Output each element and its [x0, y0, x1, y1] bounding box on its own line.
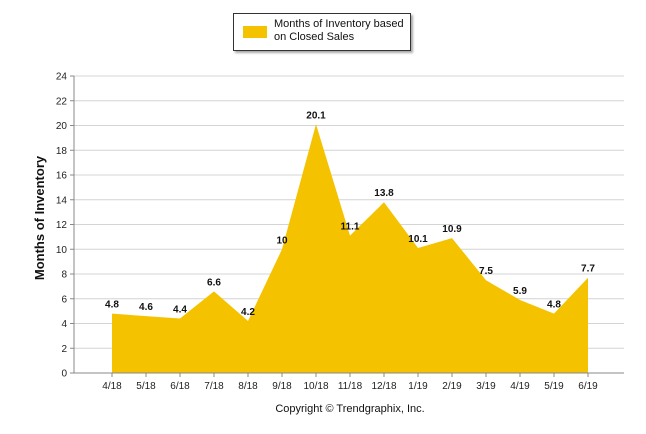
- data-label: 5.9: [513, 286, 527, 297]
- legend: Months of Inventory based on Closed Sale…: [233, 13, 411, 51]
- data-label: 4.8: [547, 300, 561, 311]
- data-labels: 4.8 4.6 4.4 6.6 4.2 10 20.1 11.1 13.8 10.1 10.9 7.5…: [105, 110, 595, 318]
- area-series: [112, 124, 588, 373]
- data-label: 13.8: [374, 188, 394, 199]
- y-tick-label: 20: [56, 121, 68, 132]
- y-tick-label: 12: [56, 220, 68, 231]
- data-label: 20.1: [306, 110, 326, 121]
- data-label: 4.8: [105, 300, 119, 311]
- x-tick-label: 6/18: [170, 381, 190, 392]
- y-tick-label: 0: [61, 369, 67, 380]
- y-tick-label: 6: [61, 294, 67, 305]
- y-tick-label: 14: [56, 195, 68, 206]
- x-tick-label: 11/18: [338, 381, 363, 392]
- data-label: 4.6: [139, 302, 153, 313]
- y-axis-label: Months of Inventory: [32, 155, 47, 280]
- x-tick-label: 4/18: [102, 381, 122, 392]
- x-tick-labels: 4/18 5/18 6/18 7/18 8/18 9/18 10/18 11/18 12/18 1…: [102, 381, 598, 392]
- x-tick-label: 9/18: [272, 381, 292, 392]
- x-tick-label: 7/18: [204, 381, 224, 392]
- data-label: 4.2: [241, 307, 255, 318]
- legend-swatch: [243, 26, 267, 38]
- data-label: 10: [276, 235, 288, 246]
- x-tick-label: 4/19: [510, 381, 530, 392]
- axes: [73, 76, 624, 377]
- y-tick-label: 4: [61, 319, 67, 330]
- y-tick-label: 2: [61, 344, 67, 355]
- data-label: 10.1: [408, 234, 428, 245]
- y-tick-label: 22: [56, 96, 68, 107]
- area-series-fill: [112, 124, 588, 373]
- x-tick-label: 2/19: [442, 381, 462, 392]
- x-tick-label: 8/18: [238, 381, 258, 392]
- data-label: 10.9: [442, 224, 462, 235]
- copyright-footer: Copyright © Trendgraphix, Inc.: [275, 403, 424, 415]
- data-label: 11.1: [341, 222, 360, 233]
- data-label: 7.5: [479, 266, 493, 277]
- x-tick-label: 5/19: [544, 381, 564, 392]
- data-label: 6.6: [207, 277, 221, 288]
- legend-label: Months of Inventory based on Closed Sale…: [274, 18, 404, 43]
- x-tick-label: 5/18: [136, 381, 156, 392]
- y-tick-label: 8: [61, 270, 67, 281]
- y-tick-label: 24: [56, 72, 68, 83]
- y-tick-label: 16: [56, 171, 68, 182]
- x-tick-label: 12/18: [371, 381, 396, 392]
- y-tick-label: 18: [56, 146, 68, 157]
- x-tick-label: 10/18: [303, 381, 328, 392]
- x-tick-label: 6/19: [578, 381, 598, 392]
- y-tick-label: 10: [56, 245, 68, 256]
- x-tick-label: 3/19: [476, 381, 496, 392]
- data-label: 4.4: [173, 305, 187, 316]
- x-tick-label: 1/19: [408, 381, 428, 392]
- data-label: 7.7: [581, 264, 595, 275]
